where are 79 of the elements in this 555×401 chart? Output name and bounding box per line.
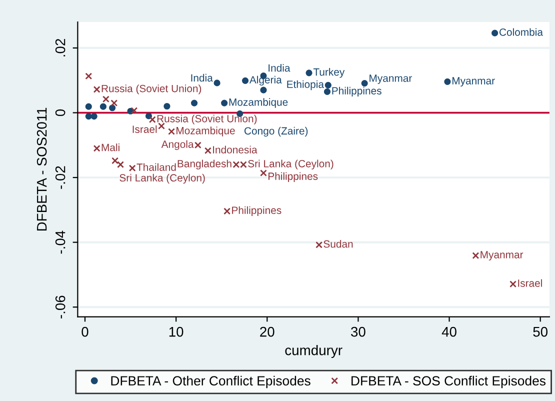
point (112, 157, 119, 164)
point (324, 82, 332, 89)
data-label: Myanmar (452, 77, 495, 87)
point (510, 280, 516, 288)
y-tick-label: 0 (55, 109, 66, 116)
point (85, 103, 92, 110)
data-label: Philippines (332, 86, 382, 97)
data-label: Philippines (232, 206, 282, 216)
data-label: Israel (518, 279, 542, 287)
point (224, 208, 231, 215)
data-label: Sudan (324, 240, 353, 248)
data-label: Myanmar (480, 251, 524, 260)
point (164, 102, 170, 110)
point (242, 77, 249, 84)
point (148, 116, 156, 124)
point (260, 170, 267, 176)
data-label: Angola (161, 140, 194, 150)
point (130, 107, 138, 114)
point (194, 142, 202, 149)
data-label: Russia (Soviet Union) (102, 84, 202, 94)
point (472, 252, 480, 260)
point (93, 86, 100, 93)
point (492, 30, 498, 36)
legend-label: DFBETA - SOS Conflict Episodes (352, 376, 546, 388)
point (85, 113, 92, 120)
x-tick-label: 20 (260, 326, 274, 337)
point (190, 100, 198, 106)
data-label: India (268, 64, 290, 72)
point (117, 161, 124, 168)
y-tick-label: -.02 (55, 166, 66, 189)
data-label: Thailand (136, 163, 176, 171)
point (145, 112, 152, 120)
point (444, 78, 451, 85)
y-axis-title: DFBETA - SOS2011 (36, 108, 47, 231)
point (85, 72, 92, 80)
point (306, 70, 312, 76)
point (102, 96, 110, 103)
x-tick-label: 0 (82, 326, 88, 337)
data-label: Russia (Soviet Union) (157, 114, 257, 124)
point (100, 103, 106, 110)
point (158, 122, 165, 130)
data-label: Algeria (249, 76, 282, 86)
data-label: Turkey (313, 68, 345, 78)
point (260, 86, 267, 94)
x-tick-label: 50 (533, 326, 548, 337)
x-tick-label: 40 (442, 326, 456, 337)
x-tick-label: 10 (169, 326, 184, 337)
data-label: Mozambique (176, 126, 235, 136)
point (109, 104, 116, 112)
data-label: Mali (102, 144, 120, 152)
point (93, 144, 100, 152)
data-label: Israel (132, 125, 157, 133)
point (90, 113, 98, 120)
point (168, 128, 175, 135)
point (214, 80, 220, 86)
data-label: Mozambique (229, 98, 288, 108)
point (110, 100, 118, 106)
y-tick-label: .02 (55, 39, 66, 56)
point (316, 241, 323, 248)
point (128, 164, 136, 172)
data-label: Ethiopia (287, 80, 324, 90)
data-label: Indonesia (213, 146, 258, 154)
point (221, 100, 228, 106)
y-tick-label: -.04 (55, 230, 66, 254)
data-label: Bangladesh (178, 160, 232, 170)
data-label: Myanmar (370, 74, 412, 84)
x-axis-title: cumduryr (285, 345, 342, 358)
data-label: Sri Lanka (Ceylon) (120, 174, 205, 184)
x-tick-label: 30 (351, 326, 366, 337)
point (361, 80, 368, 87)
point (204, 147, 212, 154)
data-label: Colombia (500, 28, 543, 36)
data-label: Philippines (268, 172, 318, 182)
legend-label: DFBETA - Other Conflict Episodes (111, 376, 310, 388)
data-label: India (191, 74, 213, 82)
y-tick-label: -.06 (55, 296, 66, 318)
data-label: Congo (Zaire) (244, 126, 308, 137)
point (324, 88, 331, 95)
data-label: Sri Lanka (Ceylon) (248, 160, 334, 170)
